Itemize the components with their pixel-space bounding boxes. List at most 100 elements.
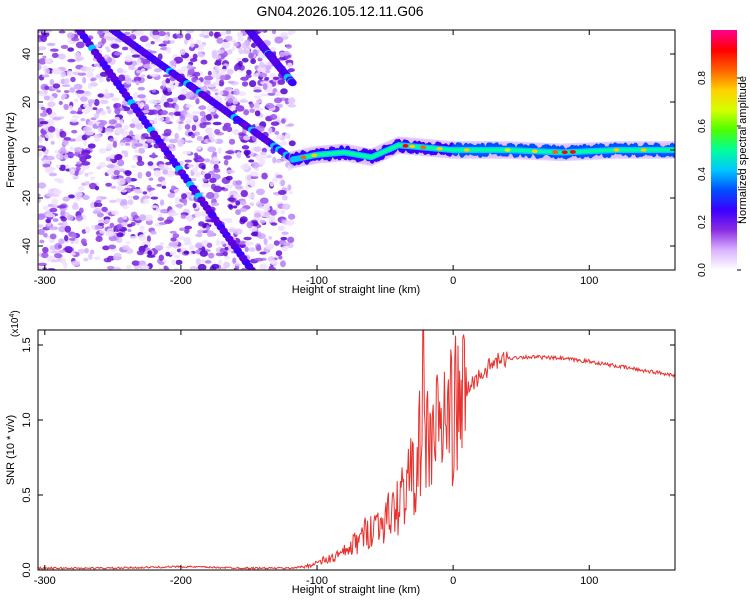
spectrogram-noise-cell — [249, 171, 259, 177]
spectrogram-noise-cell — [108, 199, 117, 203]
spectrogram-noise-cell — [131, 60, 138, 66]
spectrogram-noise-cell — [287, 104, 297, 108]
spectrogram-noise-cell — [223, 159, 229, 166]
spectrogram-noise-cell — [76, 111, 83, 115]
spectrogram-noise-cell — [192, 115, 199, 121]
spectrogram-noise-cell — [127, 199, 134, 206]
spectrogram-streak-cell — [288, 79, 297, 87]
spectrogram-noise-cell — [63, 90, 70, 94]
spectrogram-noise-cell — [101, 206, 108, 212]
spectrogram-noise-cell — [123, 31, 131, 36]
spectrogram-noise-cell — [82, 76, 87, 84]
spectrogram-noise-cell — [38, 136, 43, 144]
spectrogram-noise-cell — [62, 196, 70, 202]
spectrogram-noise-cell — [118, 167, 126, 172]
spectrogram-noise-cell — [245, 73, 252, 79]
spectrogram-noise-cell — [236, 152, 241, 158]
spectrogram-noise-cell — [136, 58, 142, 66]
spectrogram-noise-cell — [148, 99, 158, 105]
spectrogram-noise-cell — [117, 159, 125, 167]
spectrogram-peak-cell — [420, 145, 427, 150]
spectrogram-noise-cell — [150, 40, 155, 45]
spectrogram-noise-cell — [281, 203, 291, 210]
spectrogram-noise-cell — [108, 119, 118, 125]
spectrogram-noise-cell — [108, 244, 117, 250]
spectrogram-noise-cell — [56, 131, 61, 139]
spectrogram-noise-cell — [183, 250, 190, 255]
spectrogram-noise-cell — [164, 266, 170, 270]
spectrogram-noise-cell — [106, 164, 115, 169]
spectrogram-noise-cell — [287, 62, 293, 68]
spectrogram-noise-cell — [72, 115, 80, 119]
spectrogram-noise-cell — [158, 261, 165, 266]
spectrogram-noise-cell — [272, 177, 279, 183]
spectrogram-noise-cell — [257, 30, 266, 33]
spectrogram-noise-cell — [180, 214, 187, 219]
spectrogram-noise-cell — [116, 67, 124, 74]
spectrogram-noise-cell — [98, 122, 105, 128]
spectrogram-noise-cell — [208, 132, 215, 140]
spectrogram-noise-cell — [154, 38, 162, 42]
spectrogram-noise-cell — [112, 176, 118, 180]
spectrogram-noise-cell — [135, 69, 143, 74]
spectrogram-noise-cell — [176, 33, 184, 39]
spectrogram-noise-cell — [158, 267, 165, 270]
spectrogram-noise-cell — [147, 187, 156, 191]
spectrogram-noise-cell — [199, 43, 206, 47]
spectrogram-noise-cell — [196, 145, 202, 151]
spectrogram-noise-cell — [48, 172, 58, 177]
spectrogram-noise-cell — [253, 86, 262, 91]
spectrogram-noise-cell — [273, 97, 283, 104]
spectrogram-noise-cell — [153, 169, 161, 177]
spectrogram-noise-cell — [187, 68, 195, 76]
spectrogram-noise-cell — [226, 169, 236, 174]
spectrogram-noise-cell — [77, 248, 86, 254]
spectrogram-noise-cell — [201, 30, 210, 35]
spectrogram-noise-cell — [86, 71, 94, 79]
spectrogram-noise-cell — [215, 59, 222, 63]
spectrogram-noise-cell — [58, 100, 63, 105]
spectrogram-noise-cell — [180, 109, 188, 116]
spectrogram-noise-cell — [157, 217, 165, 222]
spectrogram-noise-cell — [253, 89, 262, 93]
spectrogram-noise-cell — [82, 109, 90, 114]
spectrogram-noise-cell — [268, 243, 275, 248]
spectrogram-noise-cell — [62, 261, 68, 269]
spectrogram-noise-cell — [150, 230, 157, 235]
spectrogram-noise-cell — [84, 172, 89, 177]
spectrogram-noise-cell — [107, 108, 112, 115]
spectrogram-noise-cell — [110, 40, 119, 44]
spectrogram-streak-cell — [71, 21, 79, 28]
spectrogram-noise-cell — [121, 150, 127, 155]
spectrogram-noise-cell — [246, 221, 253, 229]
spectrogram-peak-cell — [402, 144, 409, 148]
spectrogram-noise-cell — [55, 153, 64, 160]
spectrogram-noise-cell — [96, 166, 102, 170]
snr-x-tick-label: 0 — [450, 575, 456, 587]
spectrogram-noise-cell — [268, 236, 273, 240]
spectrogram-noise-cell — [198, 105, 207, 111]
spectrogram-noise-cell — [232, 205, 238, 209]
spectrogram-noise-cell — [241, 81, 249, 87]
spectrogram-noise-cell — [276, 174, 283, 179]
spectrogram-noise-cell — [124, 54, 133, 63]
spectrogram-noise-cell — [206, 84, 216, 88]
spectrogram-noise-cell — [168, 112, 175, 116]
spectrogram-noise-cell — [125, 176, 132, 184]
spectrogram-noise-cell — [262, 83, 268, 90]
spectrogram-noise-cell — [258, 159, 266, 165]
spectrogram-noise-cell — [161, 79, 167, 87]
spectrogram-noise-cell — [43, 95, 51, 101]
spectrogram-noise-cell — [258, 72, 268, 78]
spectrogram-noise-cell — [49, 226, 59, 231]
spectrogram-noise-cell — [186, 91, 195, 98]
spectrogram-noise-cell — [159, 199, 165, 206]
spectrogram-noise-cell — [73, 83, 83, 90]
spectrogram-noise-cell — [174, 132, 179, 140]
spectrogram-noise-cell — [219, 79, 225, 87]
spectrogram-noise-cell — [264, 76, 270, 81]
spectrogram-noise-cell — [60, 44, 69, 49]
spectrogram-noise-cell — [218, 259, 223, 265]
spectrogram-noise-cell — [125, 241, 131, 245]
spectrogram-noise-cell — [148, 177, 154, 181]
